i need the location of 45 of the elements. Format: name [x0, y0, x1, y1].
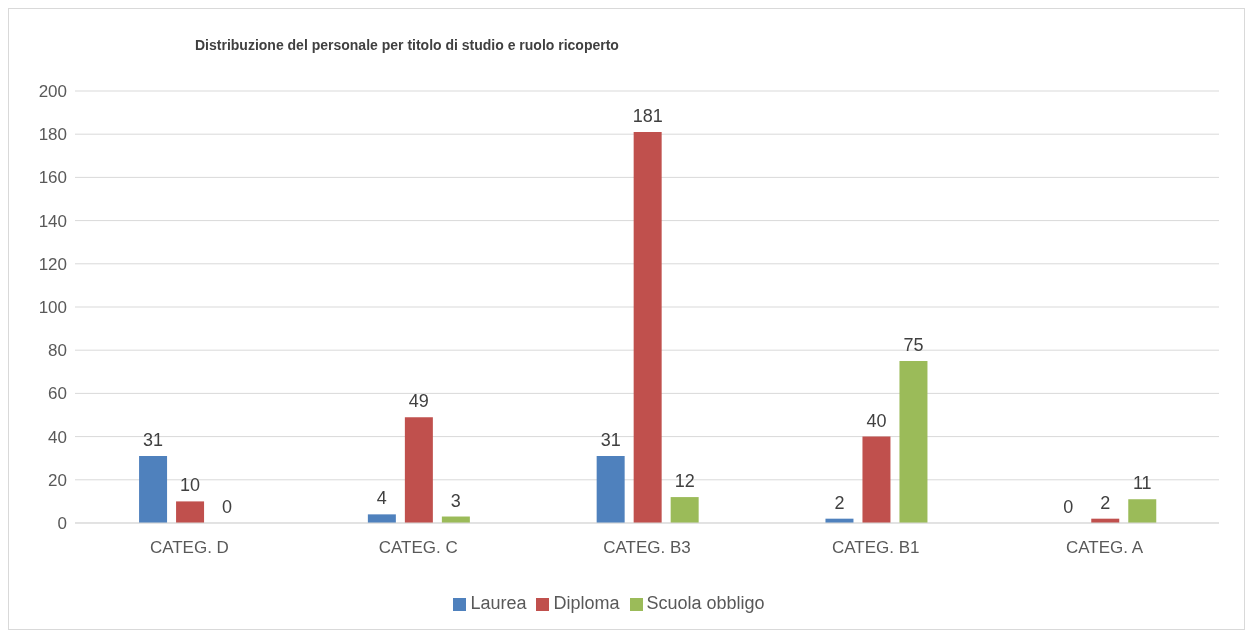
data-label: 31 — [143, 430, 164, 451]
bar — [633, 132, 662, 523]
data-label: 0 — [222, 496, 233, 517]
bar — [367, 514, 396, 523]
data-label: 10 — [180, 475, 201, 496]
y-tick-label: 140 — [38, 211, 67, 231]
data-label: 0 — [1063, 496, 1074, 517]
x-tick-label: CATEG. C — [378, 538, 458, 558]
y-tick-label: 0 — [57, 514, 67, 534]
data-label: 2 — [1100, 492, 1111, 513]
y-tick-label: 80 — [48, 341, 67, 361]
bar — [862, 436, 891, 523]
y-tick-label: 200 — [38, 82, 67, 102]
y-tick-label: 160 — [38, 168, 67, 188]
bar — [404, 417, 433, 523]
data-label: 12 — [674, 471, 695, 492]
data-label: 11 — [1132, 473, 1152, 494]
bar — [596, 456, 625, 523]
data-label: 3 — [450, 490, 461, 511]
data-label: 75 — [903, 335, 924, 355]
legend-label: Diploma — [553, 593, 620, 613]
data-label: 40 — [866, 410, 887, 431]
x-tick-label: CATEG. B3 — [603, 538, 691, 558]
y-tick-label: 100 — [38, 298, 67, 318]
y-tick-label: 40 — [48, 427, 67, 447]
y-tick-label: 20 — [48, 470, 67, 490]
bar — [176, 501, 205, 523]
data-label: 49 — [408, 391, 429, 412]
x-tick-label: CATEG. B1 — [832, 538, 920, 558]
data-label: 4 — [376, 488, 387, 509]
y-tick-label: 120 — [38, 254, 67, 274]
bar — [1128, 499, 1157, 523]
x-tick-label: CATEG. D — [149, 538, 229, 558]
data-label: 2 — [834, 492, 845, 513]
bar — [670, 497, 699, 523]
y-tick-label: 180 — [38, 125, 67, 145]
data-label: 181 — [632, 106, 663, 127]
chart-title: Distribuzione del personale per titolo di studio e ruolo ricoperto — [195, 37, 619, 53]
x-tick-label: CATEG. A — [1066, 538, 1144, 558]
legend-label: Laurea — [470, 593, 527, 613]
bar — [899, 361, 928, 523]
y-tick-label: 60 — [48, 384, 67, 404]
legend-label: Scuola obbligo — [646, 593, 765, 613]
bar — [139, 456, 168, 523]
data-label: 31 — [600, 430, 621, 451]
